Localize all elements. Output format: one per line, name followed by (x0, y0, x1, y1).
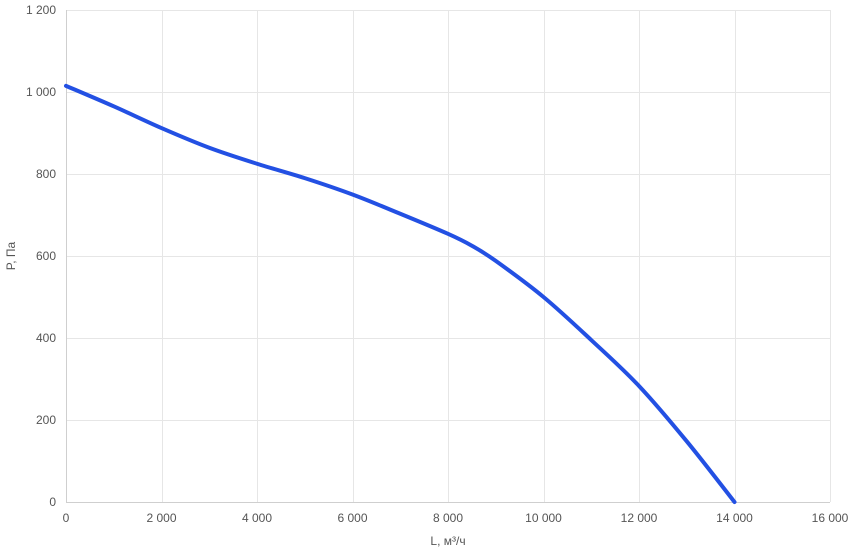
grid (66, 10, 831, 502)
y-axis-title: P, Па (4, 241, 18, 270)
x-tick-label: 0 (63, 511, 70, 525)
x-tick-label: 6 000 (337, 511, 367, 525)
y-tick-label: 600 (36, 249, 56, 263)
y-tick-label: 200 (36, 413, 56, 427)
y-tick-label: 400 (36, 331, 56, 345)
x-tick-label: 10 000 (525, 511, 562, 525)
y-tick-label: 800 (36, 167, 56, 181)
x-tick-label: 8 000 (433, 511, 463, 525)
x-tick-label: 16 000 (812, 511, 849, 525)
y-axis-ticks: 0 200 400 600 800 1 000 1 200 (26, 3, 56, 509)
x-axis-ticks: 0 2 000 4 000 6 000 8 000 10 000 12 000 14 000 1… (63, 511, 849, 525)
x-tick-label: 14 000 (716, 511, 753, 525)
series-line (64, 83, 737, 504)
series-group (64, 83, 737, 504)
x-tick-label: 12 000 (621, 511, 658, 525)
y-tick-label: 1 000 (26, 85, 56, 99)
x-tick-label: 4 000 (242, 511, 272, 525)
y-tick-label: 0 (49, 495, 56, 509)
x-axis-title: L, м³/ч (430, 534, 465, 548)
x-tick-label: 2 000 (146, 511, 176, 525)
axes (66, 10, 830, 503)
y-tick-label: 1 200 (26, 3, 56, 17)
